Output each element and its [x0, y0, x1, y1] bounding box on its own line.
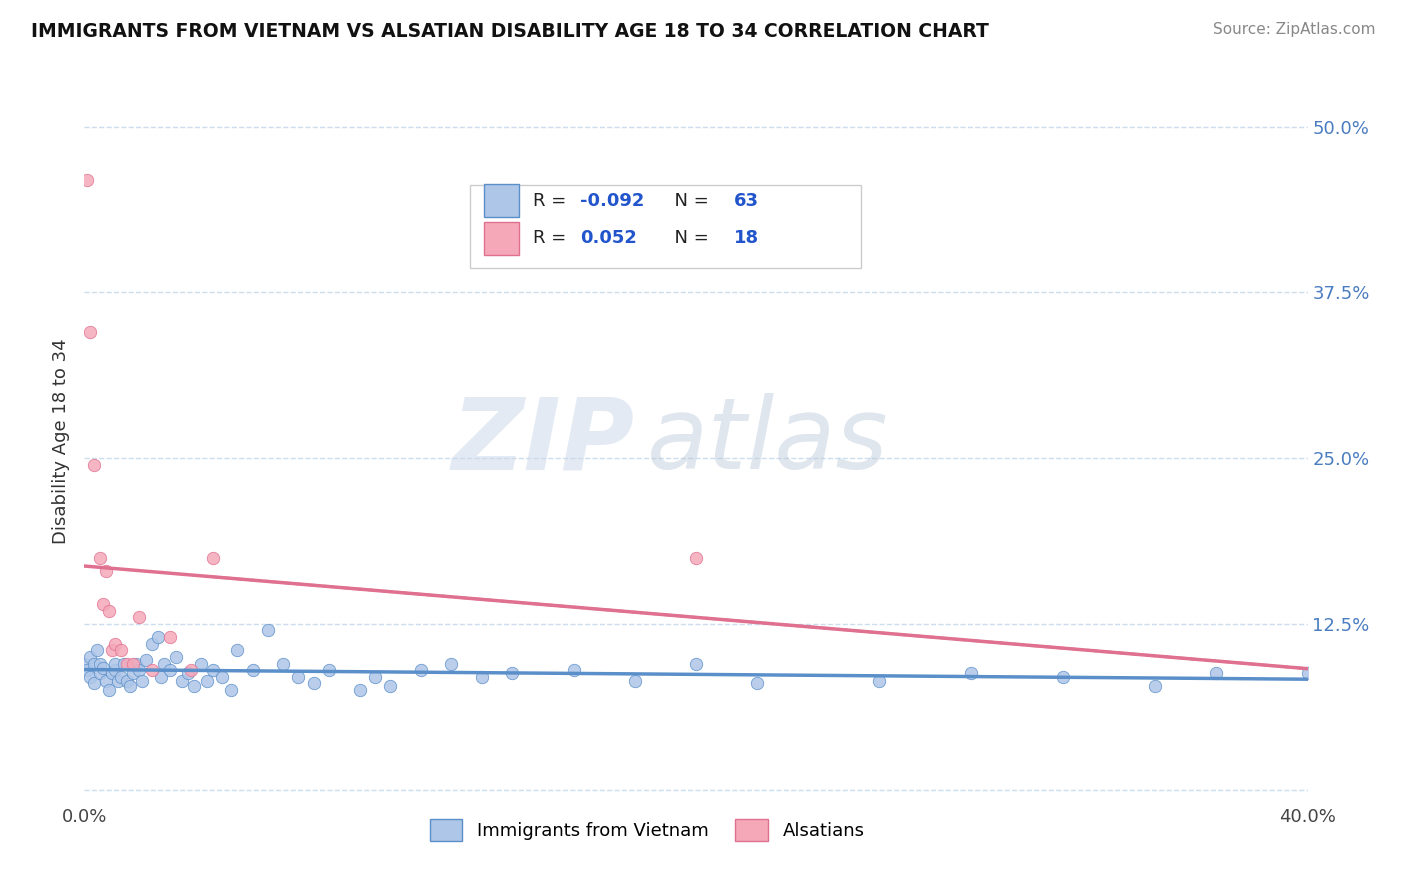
Point: [79, 325, 101, 339]
Text: atlas: atlas: [647, 393, 889, 490]
Point: [76, 663, 98, 677]
Point: [226, 643, 249, 657]
Point: [195, 673, 218, 688]
Point: [141, 663, 163, 677]
Point: [122, 665, 145, 680]
Point: [128, 663, 150, 677]
Point: [97, 603, 120, 617]
Text: R =: R =: [533, 229, 578, 247]
Point: [107, 673, 129, 688]
Point: [83, 458, 105, 472]
Text: -0.092: -0.092: [579, 192, 644, 210]
Point: [562, 663, 585, 677]
Point: [146, 630, 169, 644]
Point: [120, 679, 142, 693]
Point: [211, 670, 233, 684]
Point: [104, 663, 127, 677]
Point: [349, 683, 371, 698]
Point: [97, 683, 120, 698]
Point: [101, 643, 124, 657]
Point: [104, 657, 127, 671]
Point: [159, 663, 181, 677]
Point: [380, 679, 402, 693]
Point: [172, 673, 194, 688]
Point: [115, 673, 138, 688]
Point: [149, 670, 172, 684]
Text: Source: ZipAtlas.com: Source: ZipAtlas.com: [1212, 22, 1375, 37]
Point: [89, 665, 111, 680]
Point: [89, 550, 111, 565]
Point: [76, 172, 98, 186]
Point: [91, 597, 114, 611]
Point: [159, 630, 181, 644]
Text: N =: N =: [664, 192, 714, 210]
Point: [115, 657, 138, 671]
Point: [91, 660, 114, 674]
Point: [1205, 665, 1227, 680]
Text: 18: 18: [734, 229, 759, 247]
Point: [110, 670, 132, 684]
Point: [112, 657, 135, 671]
Text: N =: N =: [664, 229, 714, 247]
Point: [89, 657, 111, 671]
Point: [165, 650, 187, 665]
Text: IMMIGRANTS FROM VIETNAM VS ALSATIAN DISABILITY AGE 18 TO 34 CORRELATION CHART: IMMIGRANTS FROM VIETNAM VS ALSATIAN DISA…: [31, 22, 988, 41]
Point: [502, 665, 524, 680]
Point: [79, 650, 101, 665]
Point: [190, 657, 212, 671]
FancyBboxPatch shape: [470, 185, 860, 268]
Point: [1143, 679, 1166, 693]
Point: [271, 657, 294, 671]
FancyBboxPatch shape: [484, 185, 519, 217]
FancyBboxPatch shape: [484, 222, 519, 254]
Text: R =: R =: [533, 192, 572, 210]
Point: [409, 663, 432, 677]
Text: 0.052: 0.052: [579, 229, 637, 247]
Point: [183, 679, 205, 693]
Point: [624, 673, 647, 688]
Point: [131, 673, 153, 688]
Point: [471, 670, 494, 684]
Point: [201, 663, 224, 677]
Point: [153, 657, 176, 671]
Point: [135, 652, 157, 666]
Point: [685, 657, 707, 671]
Point: [122, 657, 145, 671]
Point: [685, 550, 707, 565]
Point: [104, 637, 127, 651]
Point: [302, 676, 325, 690]
Point: [257, 624, 280, 638]
Point: [83, 676, 105, 690]
Y-axis label: Disability Age 18 to 34: Disability Age 18 to 34: [52, 339, 70, 544]
Point: [1052, 670, 1074, 684]
Point: [180, 663, 202, 677]
Point: [128, 610, 150, 624]
Point: [83, 657, 105, 671]
Point: [287, 670, 309, 684]
Point: [364, 670, 387, 684]
Point: [869, 673, 891, 688]
Point: [110, 643, 132, 657]
Point: [94, 564, 117, 578]
Point: [79, 670, 101, 684]
Point: [101, 665, 124, 680]
Point: [94, 673, 117, 688]
Point: [219, 683, 242, 698]
Text: 63: 63: [734, 192, 759, 210]
Point: [86, 643, 108, 657]
Point: [73, 657, 96, 671]
Point: [747, 676, 769, 690]
Point: [960, 665, 983, 680]
Legend: Immigrants from Vietnam, Alsatians: Immigrants from Vietnam, Alsatians: [422, 812, 872, 848]
Point: [141, 637, 163, 651]
Point: [318, 663, 340, 677]
Point: [242, 663, 264, 677]
Point: [201, 550, 224, 565]
Point: [125, 657, 148, 671]
Point: [1296, 665, 1319, 680]
Point: [177, 665, 200, 680]
Point: [440, 657, 463, 671]
Text: ZIP: ZIP: [451, 393, 636, 490]
